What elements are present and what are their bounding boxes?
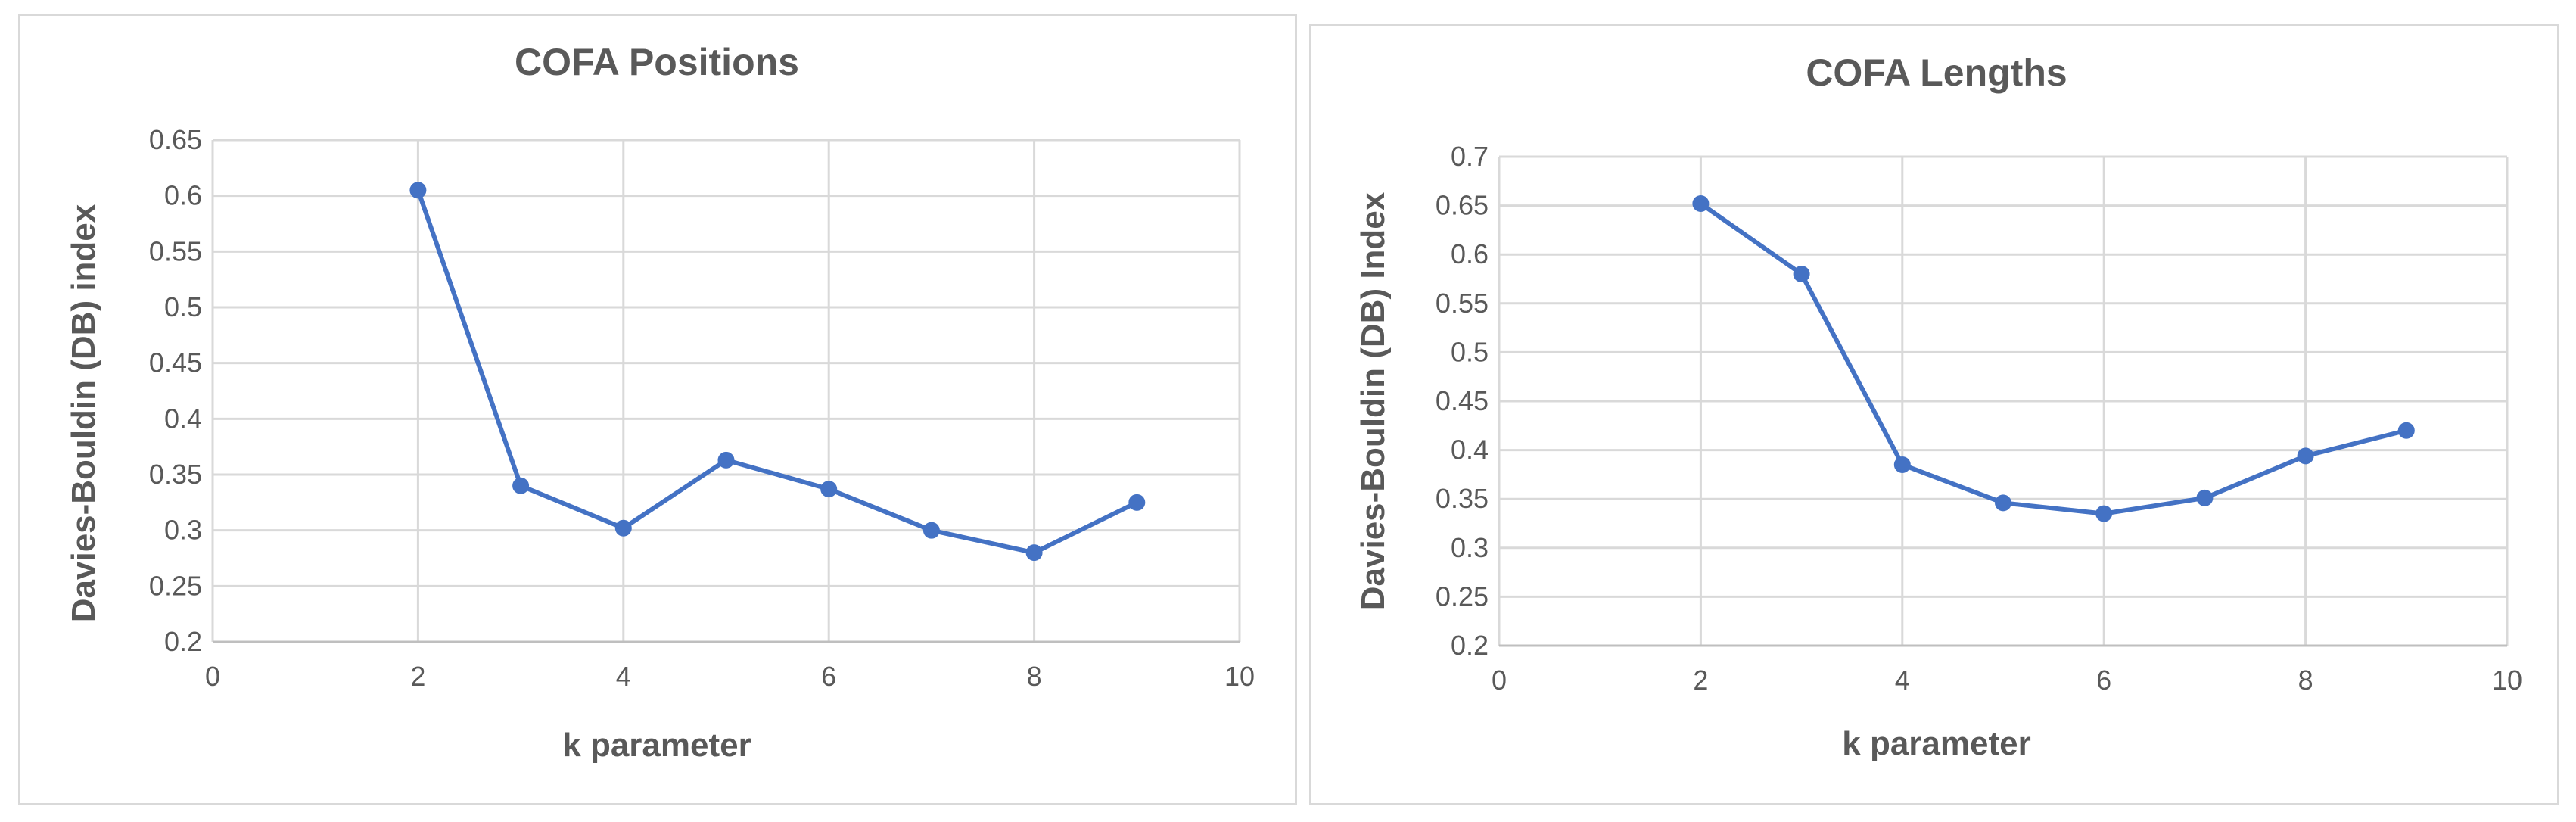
data-point bbox=[2297, 447, 2314, 465]
y-tick-label: 0.2 bbox=[1451, 630, 1489, 661]
data-point bbox=[717, 451, 735, 469]
y-tick-label: 0.6 bbox=[164, 180, 202, 211]
y-tick-label: 0.4 bbox=[1451, 434, 1489, 465]
data-point bbox=[1893, 456, 1911, 473]
chart-cofa-lengths: COFA Lengths k parameter Davies-Bouldin … bbox=[1355, 51, 2522, 762]
y-tick-label: 0.3 bbox=[164, 515, 202, 546]
chart-panel-cofa-lengths: COFA Lengths k parameter Davies-Bouldin … bbox=[1309, 24, 2559, 805]
y-tick-label: 0.6 bbox=[1451, 238, 1489, 269]
y-axis-title: Davies-Bouldin (DB) index bbox=[65, 204, 102, 622]
x-tick-label: 8 bbox=[1027, 661, 1042, 692]
series-line bbox=[415, 188, 1140, 556]
x-tick-label: 6 bbox=[2096, 665, 2111, 696]
y-axis-title: Davies-Bouldin (DB) Index bbox=[1355, 191, 1392, 610]
data-point bbox=[512, 477, 530, 494]
y-tick-label: 0.25 bbox=[1436, 581, 1489, 612]
data-point bbox=[2095, 505, 2113, 522]
x-tick-label: 8 bbox=[2298, 665, 2313, 696]
x-tick-label: 0 bbox=[205, 661, 220, 692]
series-line bbox=[1698, 201, 2409, 516]
y-tick-label: 0.25 bbox=[149, 570, 202, 601]
chart-title: COFA Positions bbox=[515, 41, 799, 83]
data-point bbox=[1128, 494, 1146, 511]
data-point bbox=[2196, 489, 2214, 506]
y-tick-label: 0.7 bbox=[1451, 141, 1489, 172]
chart-cofa-positions: COFA Positions k parameter Davies-Bouldi… bbox=[65, 41, 1255, 764]
y-tick-label: 0.2 bbox=[164, 626, 202, 657]
data-point bbox=[1793, 266, 1810, 283]
x-tick-label: 4 bbox=[616, 661, 631, 692]
data-point bbox=[409, 182, 427, 199]
y-tick-label: 0.5 bbox=[164, 291, 202, 322]
chart-title: COFA Lengths bbox=[1806, 51, 2067, 94]
y-tick-label: 0.35 bbox=[1436, 483, 1489, 514]
y-tick-label: 0.4 bbox=[164, 403, 202, 434]
y-tick-label: 0.5 bbox=[1451, 336, 1489, 367]
plot-area: 0.2 0.25 0.3 0.35 0.4 0.45 0.5 0.55 0.6 0.65 0 2 4 6 8… bbox=[149, 124, 1255, 692]
data-point bbox=[1025, 544, 1043, 562]
x-tick-label: 10 bbox=[1224, 661, 1255, 692]
y-tick-label: 0.65 bbox=[1436, 190, 1489, 221]
y-tick-label: 0.45 bbox=[1436, 385, 1489, 416]
data-point bbox=[1995, 494, 2011, 512]
x-tick-label: 10 bbox=[2492, 665, 2522, 696]
data-point bbox=[614, 519, 632, 537]
data-point bbox=[820, 481, 838, 498]
y-tick-label: 0.35 bbox=[149, 459, 202, 490]
x-tick-label: 4 bbox=[1895, 665, 1910, 696]
chart-panel-cofa-positions: COFA Positions k parameter Davies-Bouldi… bbox=[18, 14, 1297, 805]
x-axis-title: k parameter bbox=[562, 727, 751, 764]
plot-area: 0.2 0.25 0.3 0.35 0.4 0.45 0.5 0.55 0.6 0.65 0.7 0 2… bbox=[1436, 141, 2522, 696]
y-tick-label: 0.3 bbox=[1451, 532, 1489, 563]
x-tick-label: 2 bbox=[410, 661, 425, 692]
data-point bbox=[1692, 195, 1710, 213]
x-axis-title: k parameter bbox=[1842, 725, 2030, 762]
y-tick-label: 0.55 bbox=[1436, 288, 1489, 319]
y-tick-label: 0.45 bbox=[149, 347, 202, 378]
y-tick-label: 0.55 bbox=[149, 235, 202, 266]
data-point bbox=[922, 522, 940, 539]
x-tick-label: 2 bbox=[1693, 665, 1708, 696]
data-point bbox=[2397, 422, 2415, 439]
y-tick-label: 0.65 bbox=[149, 124, 202, 155]
x-tick-label: 6 bbox=[821, 661, 836, 692]
x-tick-label: 0 bbox=[1492, 665, 1507, 696]
